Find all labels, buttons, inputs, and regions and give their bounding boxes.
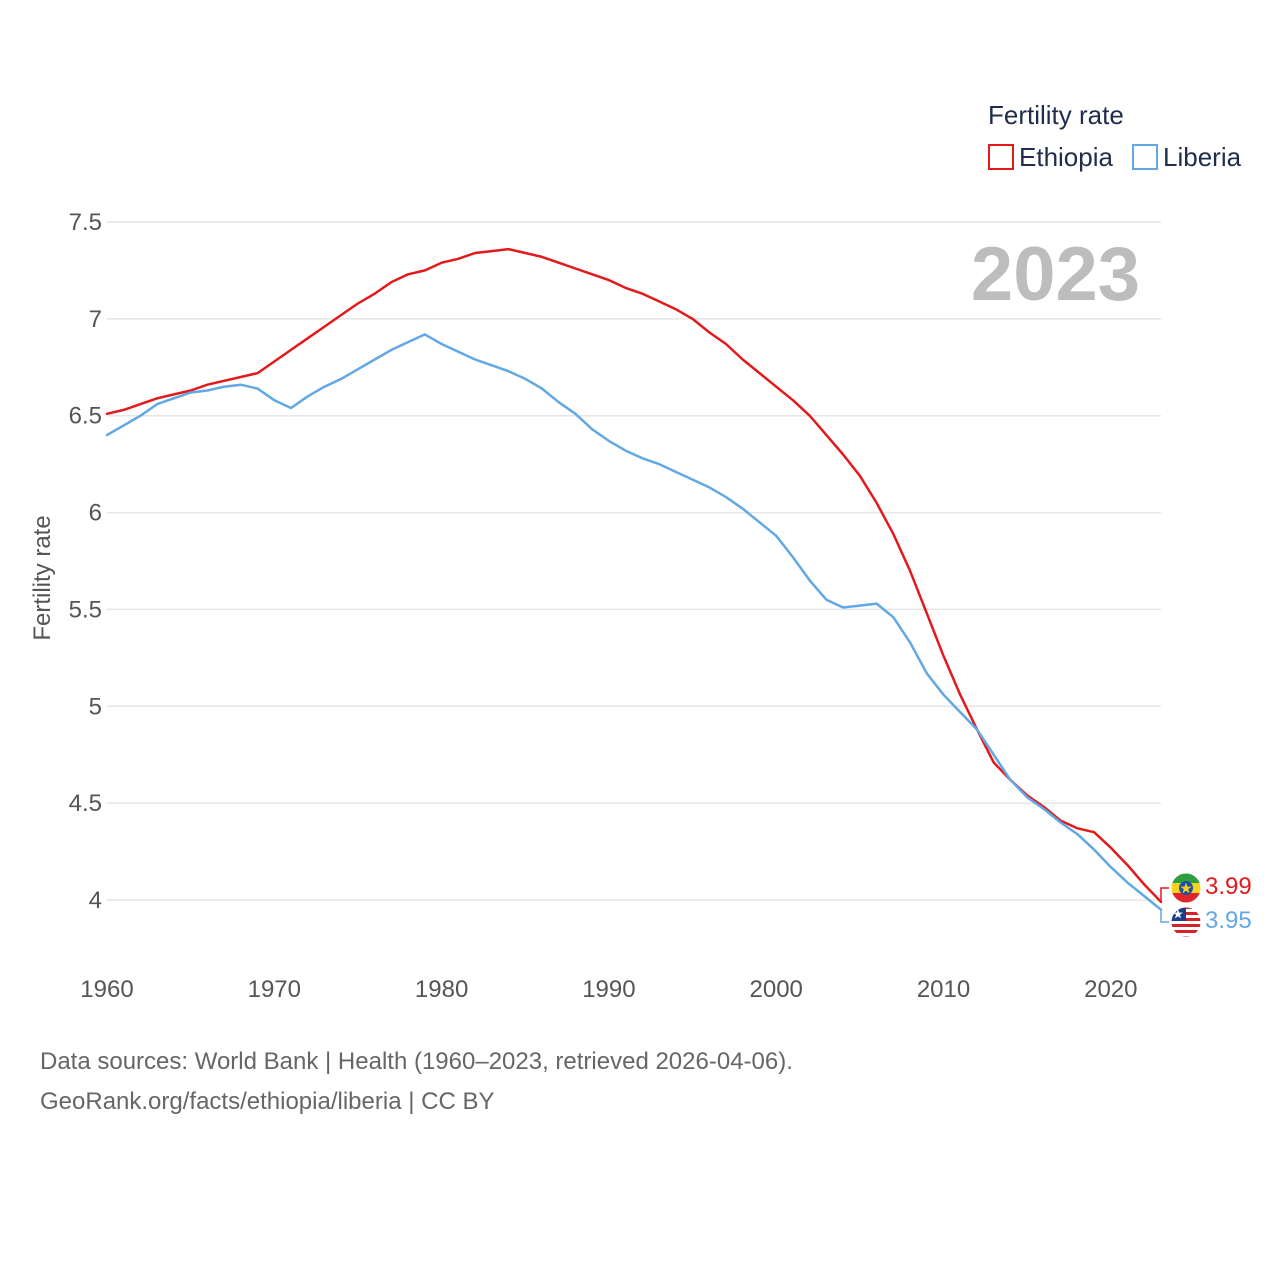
y-tick-label-4: 4 <box>89 887 102 914</box>
y-tick-label-7.5: 7.5 <box>69 209 102 236</box>
y-tick-label-6.5: 6.5 <box>69 403 102 430</box>
legend-item-liberia[interactable]: Liberia <box>1132 142 1242 172</box>
gridlines <box>107 221 1161 901</box>
source-line-datasources: Data sources: World Bank | Health (1960–… <box>40 1048 793 1075</box>
ethiopia-flag-icon <box>1171 873 1201 903</box>
legend-item-ethiopia[interactable]: Ethiopia <box>988 142 1113 172</box>
y-tick-label-4.5: 4.5 <box>69 790 102 817</box>
end-label-ethiopia: 3.99 <box>1205 873 1252 900</box>
legend-label-ethiopia: Ethiopia <box>1019 142 1113 172</box>
y-tick-label-7: 7 <box>89 306 102 333</box>
x-tick-label-2000: 2000 <box>750 976 803 1003</box>
liberia-flag-icon <box>1171 907 1201 937</box>
x-axis-ticks: 1960 1970 1980 1990 2000 2010 2020 <box>80 976 1137 1003</box>
x-tick-label-1970: 1970 <box>248 976 301 1003</box>
x-tick-label-2010: 2010 <box>917 976 970 1003</box>
end-connector-ethiopia <box>1160 887 1169 902</box>
x-tick-label-1980: 1980 <box>415 976 468 1003</box>
legend-title: Fertility rate <box>988 100 1124 130</box>
x-tick-label-2020: 2020 <box>1084 976 1137 1003</box>
ethiopia-flag-border <box>1170 872 1202 904</box>
legend-swatch-liberia <box>1132 144 1158 170</box>
legend-label-liberia: Liberia <box>1163 142 1242 172</box>
end-markers <box>1160 887 1169 923</box>
legend-swatch-ethiopia <box>988 144 1014 170</box>
liberia-flag-border <box>1170 906 1202 938</box>
source-note: Data sources: World Bank | Health (1960–… <box>40 1042 793 1122</box>
y-axis-ticks: 4 4.5 5 5.5 6 6.5 7 7.5 <box>69 209 102 914</box>
current-year-watermark: 2023 <box>971 232 1140 317</box>
x-tick-label-1990: 1990 <box>582 976 635 1003</box>
series-line-ethiopia <box>105 247 1163 904</box>
end-connector-liberia <box>1160 909 1169 923</box>
y-axis-title: Fertility rate <box>29 515 56 640</box>
legend: Fertility rate Ethiopia Liberia <box>988 100 1242 172</box>
y-tick-label-5.5: 5.5 <box>69 596 102 623</box>
y-tick-label-5: 5 <box>89 693 102 720</box>
source-line-license: GeoRank.org/facts/ethiopia/liberia | CC … <box>40 1088 495 1115</box>
y-tick-label-6: 6 <box>89 500 102 527</box>
series-line-liberia <box>105 333 1163 911</box>
end-label-liberia: 3.95 <box>1205 907 1252 934</box>
x-tick-label-1960: 1960 <box>80 976 133 1003</box>
series-lines <box>105 247 1163 911</box>
